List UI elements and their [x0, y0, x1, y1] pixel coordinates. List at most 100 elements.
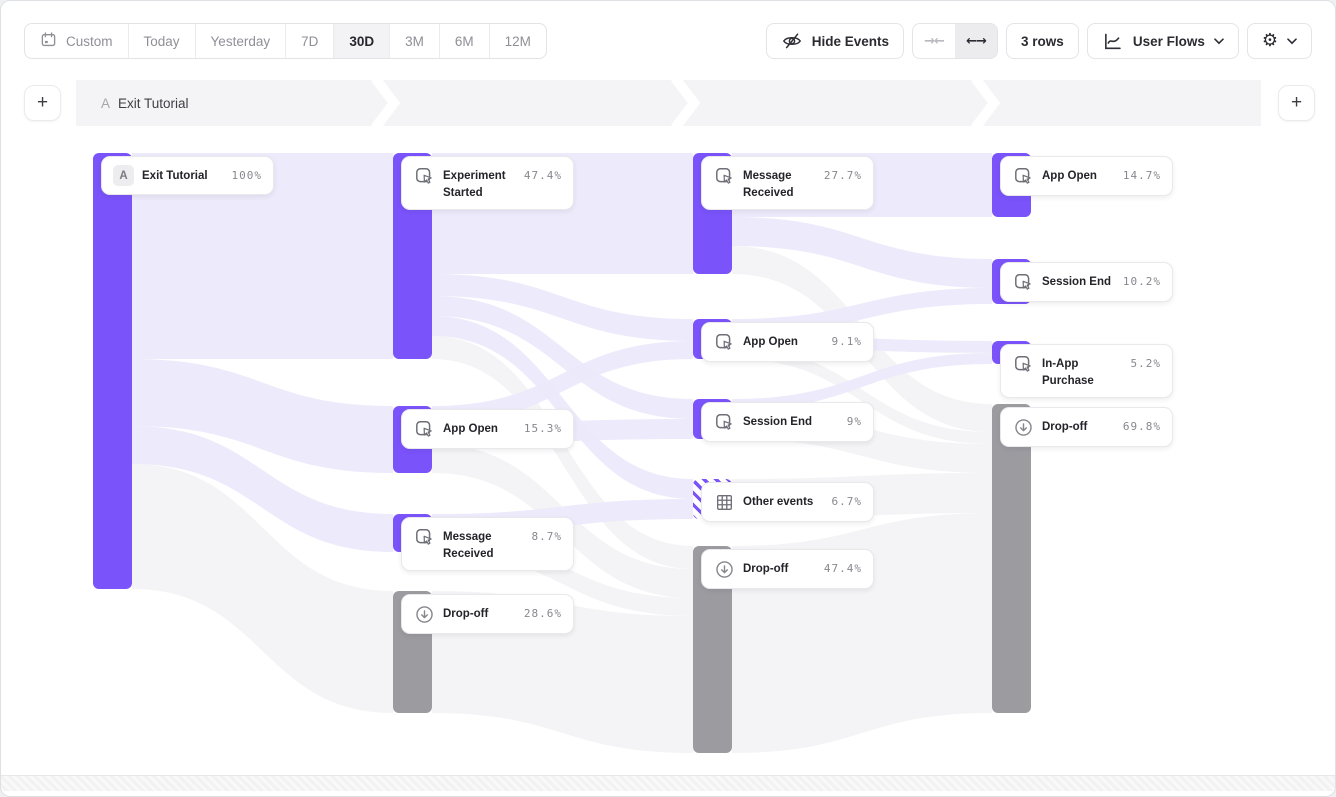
footer-resize-strip: [1, 776, 1335, 791]
sankey-flow: [432, 341, 693, 424]
hide-events-label: Hide Events: [811, 33, 890, 49]
node-percent: 6.7%: [831, 495, 862, 508]
node-card-drop-off[interactable]: Drop-off 69.8%: [1000, 407, 1173, 447]
expand-arrows-icon: ←→: [966, 33, 987, 49]
node-label: Drop-off: [443, 608, 489, 620]
node-card-session-end[interactable]: Session End 9%: [701, 402, 874, 442]
node-card-exit-tutorial[interactable]: A Exit Tutorial 100%: [101, 156, 274, 195]
node-card-drop-off[interactable]: Drop-off 47.4%: [701, 549, 874, 589]
sankey-flow: [432, 296, 693, 419]
node-label: In-App Purchase: [1042, 358, 1094, 387]
node-card-session-end[interactable]: Session End 10.2%: [1000, 262, 1173, 302]
add-step-right-button[interactable]: +: [1278, 85, 1315, 121]
sankey-flow: [732, 217, 992, 288]
hide-events-button[interactable]: Hide Events: [765, 23, 905, 59]
start-event-banner-label[interactable]: A Exit Tutorial: [101, 80, 189, 126]
node-label: App Open: [1042, 170, 1097, 182]
node-percent: 10.2%: [1122, 275, 1161, 288]
date-range-label: 7D: [301, 33, 319, 49]
node-label: Session End: [743, 416, 813, 428]
step-separator-chevrons: [371, 80, 1001, 126]
toolbar: Custom Today Yesterday 7D 30D 3M 6M 12M Hide Ev…: [24, 23, 1312, 59]
node-card-experiment-started[interactable]: Experiment Started 47.4%: [401, 156, 574, 211]
settings-button[interactable]: ⚙: [1246, 23, 1312, 59]
node-card-app-open[interactable]: App Open 15.3%: [401, 409, 574, 449]
node-percent: 9%: [846, 415, 862, 428]
event-icon: [1012, 353, 1034, 375]
series-a-badge: A: [113, 165, 134, 186]
expand-columns-button[interactable]: ←→: [955, 24, 998, 58]
node-label: Message Received: [743, 170, 794, 199]
rows-label: 3 rows: [1021, 33, 1064, 49]
sankey-flow: [732, 347, 992, 444]
node-label: Experiment Started: [443, 170, 506, 199]
event-icon: [1012, 271, 1034, 293]
footer-divider: [1, 775, 1335, 776]
node-label: App Open: [443, 423, 498, 435]
node-card-in-app-purchase[interactable]: In-App Purchase 5.2%: [1000, 344, 1173, 399]
date-range-today[interactable]: Today: [129, 24, 196, 58]
node-label: Exit Tutorial: [142, 170, 208, 182]
column-width-toggle: →← ←→: [912, 23, 999, 59]
date-range-label: 12M: [504, 33, 531, 49]
calendar-icon: [40, 31, 57, 51]
date-range-label: 6M: [454, 33, 474, 49]
sankey-flow: [432, 274, 693, 341]
gear-icon: ⚙: [1261, 30, 1278, 51]
event-icon: [413, 526, 435, 548]
node-card-app-open[interactable]: App Open 14.7%: [1000, 156, 1173, 196]
add-step-left-button[interactable]: +: [24, 85, 61, 121]
sankey-flow: [132, 153, 393, 359]
date-range-30d[interactable]: 30D: [334, 24, 391, 58]
sankey-flow: [132, 464, 393, 713]
date-range-label: Yesterday: [210, 33, 271, 49]
node-card-app-open[interactable]: App Open 9.1%: [701, 322, 874, 362]
chevron-down-icon: [1214, 37, 1224, 44]
grid-icon: [713, 491, 735, 513]
drop-off-icon: [713, 558, 735, 580]
event-icon: [413, 418, 435, 440]
rows-button[interactable]: 3 rows: [1006, 23, 1079, 59]
date-range-custom[interactable]: Custom: [25, 24, 129, 58]
date-range-label: 3M: [405, 33, 424, 49]
date-range-yesterday[interactable]: Yesterday: [196, 24, 287, 58]
node-card-message-received[interactable]: Message Received 27.7%: [701, 156, 874, 211]
node-percent: 8.7%: [531, 530, 562, 543]
node-label: Other events: [743, 496, 814, 508]
toolbar-right: Hide Events →← ←→ 3 rows: [765, 23, 1312, 59]
date-range-3m[interactable]: 3M: [390, 24, 440, 58]
node-percent: 47.4%: [823, 562, 862, 575]
node-label: Session End: [1042, 276, 1112, 288]
node-card-drop-off[interactable]: Drop-off 28.6%: [401, 594, 574, 634]
node-percent: 14.7%: [1122, 169, 1161, 182]
date-range-7d[interactable]: 7D: [286, 24, 335, 58]
node-label: App Open: [743, 336, 798, 348]
node-card-message-received[interactable]: Message Received 8.7%: [401, 517, 574, 572]
node-card-other-events[interactable]: Other events 6.7%: [701, 482, 874, 522]
start-event-title: Exit Tutorial: [118, 95, 189, 111]
view-selector-button[interactable]: User Flows: [1086, 23, 1239, 59]
node-label: Drop-off: [743, 563, 789, 575]
sankey-flow: [732, 353, 992, 410]
date-range-label: 30D: [349, 33, 375, 49]
date-range-group: Custom Today Yesterday 7D 30D 3M 6M 12M: [24, 23, 547, 59]
node-percent: 28.6%: [523, 607, 562, 620]
sankey-flow: [132, 359, 393, 473]
date-range-label: Custom: [66, 33, 113, 49]
flow-step-banner: A Exit Tutorial: [76, 80, 1261, 126]
drop-off-icon: [1012, 416, 1034, 438]
node-percent: 47.4%: [523, 169, 562, 182]
series-prefix: A: [101, 95, 111, 111]
node-percent: 15.3%: [523, 422, 562, 435]
node-percent: 5.2%: [1130, 357, 1161, 370]
node-label: Drop-off: [1042, 421, 1088, 433]
sankey-bar-exit-tutorial[interactable]: [93, 153, 132, 589]
date-range-12m[interactable]: 12M: [490, 24, 546, 58]
collapse-columns-button[interactable]: →←: [913, 24, 955, 58]
date-range-6m[interactable]: 6M: [440, 24, 490, 58]
node-percent: 69.8%: [1122, 420, 1161, 433]
sankey-bar-drop-off[interactable]: [992, 404, 1031, 713]
sankey-flow: [432, 316, 693, 499]
